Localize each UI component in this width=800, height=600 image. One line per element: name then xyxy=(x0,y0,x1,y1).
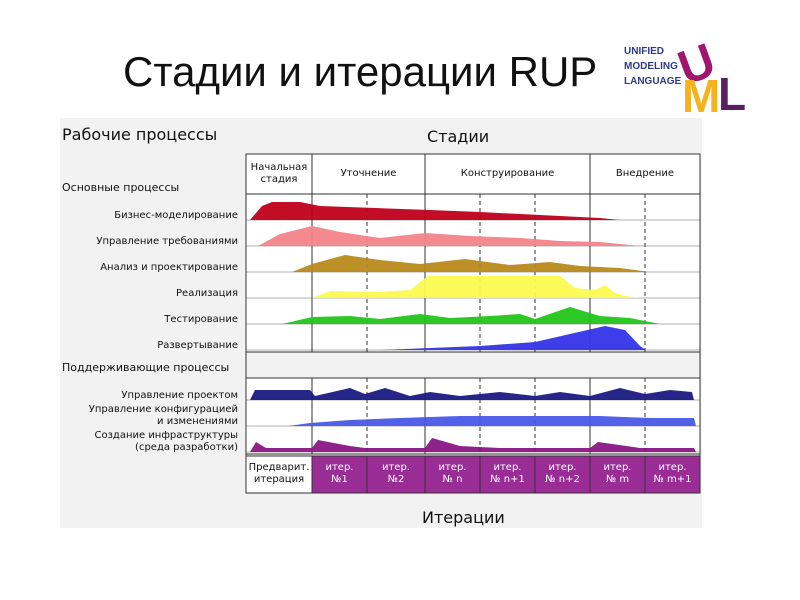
logo-letter-m: M xyxy=(682,70,720,118)
phase-label: Уточнение xyxy=(340,168,397,179)
iteration-label: итер. №1 xyxy=(325,462,354,485)
workflow-hump xyxy=(288,416,696,426)
process-label: Управление требованиями xyxy=(96,236,238,247)
process-label: Управление конфигурацией и изменениями xyxy=(88,404,238,427)
process-label: Тестирование xyxy=(164,314,238,325)
process-label: Развертывание xyxy=(157,340,238,351)
phase-label: Конструирование xyxy=(460,168,555,179)
iteration-label: итер. № n+2 xyxy=(545,462,580,485)
iterations-heading: Итерации xyxy=(422,508,505,527)
process-label: Анализ и проектирование xyxy=(100,262,238,273)
grid-frame xyxy=(245,153,701,494)
workflow-hump xyxy=(292,255,650,272)
supporting-processes-heading: Поддерживающие процессы xyxy=(62,361,230,374)
workflow-hump xyxy=(250,202,620,220)
logo-letter-l: L xyxy=(718,68,746,118)
core-processes-heading: Основные процессы xyxy=(62,181,180,194)
iteration-label: итер. № m+1 xyxy=(653,462,692,485)
iteration-label: итер. № m xyxy=(603,462,632,485)
page-title: Стадии и итерации RUP xyxy=(123,48,598,95)
process-label: Управление проектом xyxy=(121,390,238,401)
iteration-label: итер. №2 xyxy=(381,462,410,485)
iteration-label: Предварит. итерация xyxy=(248,462,310,485)
process-label: Реализация xyxy=(176,288,238,299)
iteration-cell xyxy=(479,455,536,494)
phase-label: Начальная стадия xyxy=(250,162,308,185)
workflow-hump xyxy=(312,276,640,298)
logo-line-language: LANGUAGE xyxy=(624,76,682,87)
phase-label: Внедрение xyxy=(615,168,675,179)
iteration-cell xyxy=(644,455,701,494)
phases-heading: Стадии xyxy=(427,127,490,146)
workflow-hump xyxy=(250,438,696,452)
logo-text: UNIFIED MODELING LANGUAGE xyxy=(624,44,681,89)
iteration-cell xyxy=(245,455,313,494)
iteration-cell xyxy=(366,455,426,494)
uml-logo: UNIFIED MODELING LANGUAGE U M L xyxy=(618,26,760,118)
process-label: Бизнес-моделирование xyxy=(114,210,238,221)
logo-line-unified: UNIFIED xyxy=(624,46,664,57)
workflow-hump xyxy=(282,307,660,324)
uml-logo-mark: U M L xyxy=(672,34,747,118)
iteration-label: итер. № n xyxy=(438,462,467,485)
workflow-hump xyxy=(250,388,694,400)
workflow-hump xyxy=(380,326,646,350)
workflows-heading: Рабочие процессы xyxy=(62,125,218,144)
workflow-hump xyxy=(258,226,640,246)
logo-line-modeling: MODELING xyxy=(624,61,678,72)
iteration-cell xyxy=(589,455,646,494)
iteration-label: итер. № n+1 xyxy=(490,462,525,485)
process-label: Создание инфраструктуры (среда разработк… xyxy=(94,430,238,453)
